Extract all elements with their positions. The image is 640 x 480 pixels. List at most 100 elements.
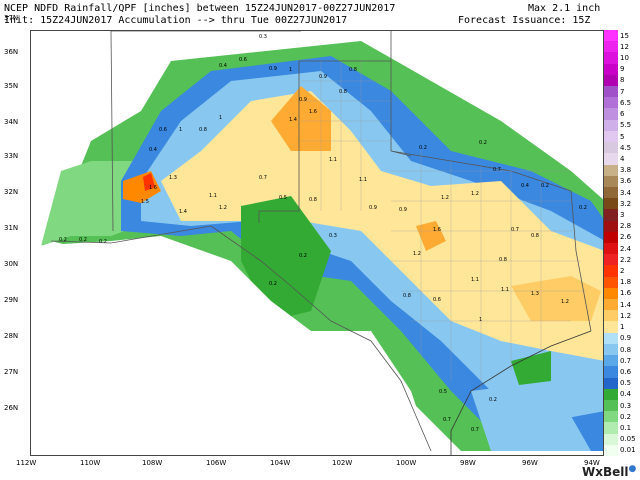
lon-label-102: 102W — [332, 459, 353, 467]
legend-swatch — [604, 377, 618, 390]
legend-label: 5.5 — [620, 121, 632, 130]
legend-label: 0.1 — [620, 423, 632, 432]
legend-label: 0.2 — [620, 412, 632, 421]
rainfall-value-label: 0.7 — [443, 417, 451, 423]
lat-label-33: 33N — [4, 152, 19, 160]
rainfall-value-label: 1.2 — [441, 195, 449, 201]
rainfall-value-label: 0.4 — [149, 147, 157, 153]
rainfall-fill — [41, 41, 603, 451]
legend-swatch — [604, 231, 618, 244]
rainfall-value-label: 0.2 — [269, 281, 277, 287]
legend-label: 9 — [620, 65, 625, 74]
mexico-area — [31, 236, 431, 455]
legend-label: 12 — [620, 42, 629, 51]
rainfall-value-label: 1.1 — [501, 287, 509, 293]
legend-swatch — [604, 299, 618, 311]
legend-swatch — [604, 343, 618, 356]
rainfall-value-label: 0.3 — [259, 34, 267, 40]
rainfall-value-label: 0.7 — [511, 227, 519, 233]
rainfall-value-label: 0.2 — [479, 140, 487, 146]
rainfall-value-label: 0.2 — [419, 145, 427, 151]
rainfall-value-label: 1.5 — [141, 199, 149, 205]
legend-swatch — [604, 366, 618, 379]
rainfall-value-label: 0.5 — [439, 389, 447, 395]
map-canvas: 0.30.40.60.9 10.90.80.80.91.61.410.810.60… — [31, 31, 603, 455]
legend-label: 3.2 — [620, 199, 632, 208]
legend-label: 2.4 — [620, 244, 632, 253]
legend-label: 10 — [620, 54, 629, 63]
legend-swatch — [604, 30, 618, 42]
rainfall-value-label: 1.1 — [329, 157, 337, 163]
legend-label: 3.8 — [620, 166, 632, 175]
lon-label-112: 112W — [16, 459, 37, 467]
legend-swatch — [604, 433, 618, 446]
yellow-swath — [161, 91, 603, 361]
legend-label: 0.01 — [620, 446, 636, 455]
rainfall-value-label: 0.9 — [269, 66, 277, 72]
rainfall-value-label: 0.2 — [59, 237, 67, 243]
rainfall-value-label: 0.8 — [199, 127, 207, 133]
rainfall-value-label: 0.2 — [99, 239, 107, 245]
rainfall-value-label: 1.1 — [471, 277, 479, 283]
nm-tx-border — [258, 61, 300, 223]
legend-label: 8 — [620, 76, 625, 85]
legend-label: 1.4 — [620, 300, 632, 309]
legend-swatch — [604, 411, 618, 423]
rainfall-value-label: 1.6 — [433, 227, 441, 233]
lat-label-30: 30N — [4, 260, 19, 268]
rainfall-value-label: 0.8 — [339, 89, 347, 95]
rainfall-value-label: 0.8 — [349, 67, 357, 73]
legend-swatch — [604, 175, 618, 188]
rainfall-value-label: 1.2 — [219, 205, 227, 211]
legend-label: 15 — [620, 31, 629, 40]
legend-swatch — [604, 164, 618, 177]
rainfall-value-label: 0.6 — [239, 57, 247, 63]
value-labels: 0.30.40.60.9 10.90.80.80.91.61.410.810.60… — [59, 34, 587, 433]
header-max: Max 2.1 inch — [528, 3, 601, 14]
rainfall-value-label: 1.4 — [289, 117, 297, 123]
rainfall-value-label: 1.1 — [359, 177, 367, 183]
lon-label-106: 106W — [206, 459, 227, 467]
legend-swatch — [604, 355, 618, 367]
lat-label-34: 34N — [4, 118, 19, 126]
legend-swatch — [604, 220, 618, 233]
legend-label: 0.8 — [620, 345, 632, 354]
legend-swatch — [604, 52, 618, 65]
rainfall-value-label: 0.8 — [403, 293, 411, 299]
rainfall-value-label: 0.2 — [299, 253, 307, 259]
legend-swatch — [604, 422, 618, 435]
rainfall-value-label: 0.9 — [399, 207, 407, 213]
rainfall-value-label: 0.7 — [493, 167, 501, 173]
legend-label: 5 — [620, 132, 625, 141]
legend-label: 4 — [620, 154, 625, 163]
rio-grande — [210, 225, 432, 452]
color-legend — [604, 30, 618, 457]
rainfall-value-label: 1 — [289, 67, 292, 73]
legend-swatch — [604, 276, 618, 289]
legend-swatch — [604, 153, 618, 166]
rainfall-value-label: 1.2 — [561, 299, 569, 305]
legend-swatch — [604, 321, 618, 334]
blue-gulf — [471, 381, 591, 451]
lon-label-110: 110W — [80, 459, 101, 467]
header-issuance: Forecast Issuance: 15Z — [458, 15, 591, 26]
lon-label-108: 108W — [142, 459, 163, 467]
legend-swatch — [604, 186, 618, 199]
rainfall-value-label: 0.5 — [279, 195, 287, 201]
legend-label: 0.5 — [620, 379, 632, 388]
legend-label: 0.4 — [620, 390, 632, 399]
rainfall-value-label: 0.9 — [369, 205, 377, 211]
rainfall-value-label: 0.8 — [499, 257, 507, 263]
legend-label: 0.9 — [620, 334, 632, 343]
legend-label: 0.3 — [620, 401, 632, 410]
rainfall-value-label: 0.6 — [433, 297, 441, 303]
header-init: Init: 15Z24JUN2017 Accumulation --> thru… — [4, 15, 348, 26]
tx-panhandle-border — [299, 60, 412, 157]
legend-label: 1.6 — [620, 289, 632, 298]
rainfall-value-label: 1.6 — [309, 109, 317, 115]
lat-label-28: 28N — [4, 332, 19, 340]
lat-label-31: 31N — [4, 224, 19, 232]
legend-swatch — [604, 130, 618, 143]
legend-swatch — [604, 97, 618, 109]
legend-swatch — [604, 86, 618, 98]
